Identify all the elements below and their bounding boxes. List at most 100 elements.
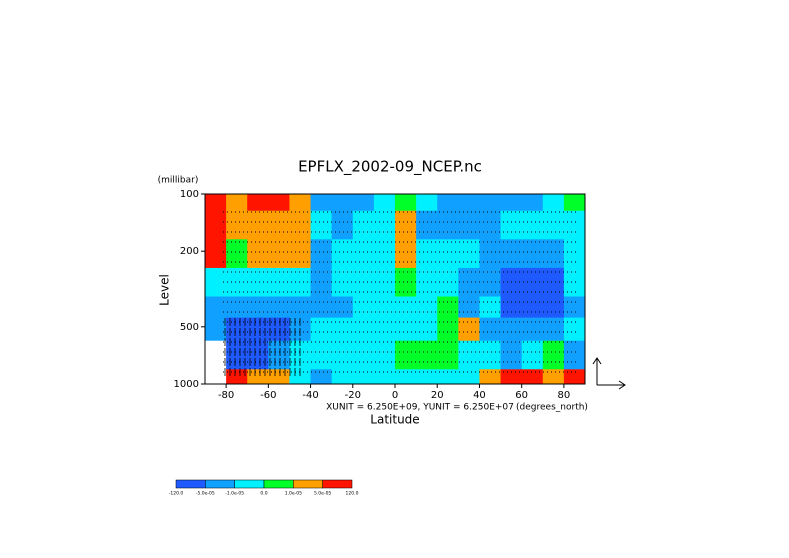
contour-cell (247, 267, 269, 297)
x-tick-label: -20 (345, 390, 361, 401)
contour-cell (373, 239, 396, 269)
annotation: XUNIT = 6.250E+09, YUNIT = 6.250E+07 (326, 403, 514, 413)
contour-cell (226, 340, 248, 370)
contour-cell (479, 194, 501, 212)
y-tick-label: 1000 (174, 379, 199, 390)
contour-cell (247, 296, 269, 318)
contour-cell (289, 210, 311, 240)
colorbar-label: 5.0e-05 (314, 491, 331, 497)
contour-cell (416, 317, 438, 342)
contour-cell (479, 317, 501, 342)
colorbar-box (293, 479, 323, 489)
contour-cell (479, 340, 501, 370)
contour-field (205, 194, 586, 385)
contour-cell (352, 194, 375, 212)
contour-cell (521, 369, 544, 385)
contour-cell (352, 369, 375, 385)
contour-cell (542, 194, 565, 212)
colorbar-box (263, 479, 294, 489)
contour-cell (331, 317, 354, 342)
contour-cell (373, 340, 396, 370)
contour-cell (521, 340, 544, 370)
contour-cell (226, 267, 248, 297)
contour-cell (500, 340, 523, 370)
contour-cell (521, 194, 544, 212)
contour-cell (458, 267, 480, 297)
contour-cell (437, 296, 459, 318)
contour-cell (373, 296, 396, 318)
contour-cell (205, 194, 227, 212)
contour-cell (268, 296, 290, 318)
contour-cell (395, 194, 417, 212)
contour-cell (563, 267, 586, 297)
contour-cell (310, 267, 333, 297)
contour-cell (437, 239, 459, 269)
contour-cell (395, 239, 417, 269)
contour-cell (542, 296, 565, 318)
contour-cell (289, 267, 311, 297)
contour-cell (373, 369, 396, 385)
x-tick-label: -40 (302, 390, 318, 401)
contour-cell (416, 239, 438, 269)
contour-cell (310, 194, 333, 212)
contour-cell (458, 194, 480, 212)
contour-cell (226, 239, 248, 269)
contour-cell (205, 267, 227, 297)
colorbar-box (175, 479, 206, 489)
contour-cell (226, 194, 248, 212)
contour-cell (416, 296, 438, 318)
contour-cell (247, 340, 269, 370)
contour-cell (479, 369, 501, 385)
contour-cell (310, 239, 333, 269)
x-unit: (degrees_north) (516, 403, 588, 413)
contour-cell (437, 194, 459, 212)
colorbar-label: 1.0e-05 (285, 491, 302, 497)
contour-cell (205, 296, 227, 318)
contour-cell (416, 194, 438, 212)
contour-cell (437, 317, 459, 342)
contour-cell (500, 239, 523, 269)
contour-cell (226, 369, 248, 385)
contour-cell (458, 317, 480, 342)
contour-cell (416, 340, 438, 370)
contour-cell (247, 317, 269, 342)
overlay: -80 -60 -40 -20 0 20 40 60 80 100 200 500 1000 (174, 189, 586, 401)
vector-scale (592, 357, 626, 390)
contour-cell (563, 194, 586, 212)
contour-cell (500, 296, 523, 318)
contour-cell (331, 296, 354, 318)
contour-cell (521, 239, 544, 269)
y-tick-label: 200 (180, 246, 199, 257)
contour-cell (268, 239, 290, 269)
x-tick-label: 80 (558, 390, 571, 401)
contour-cell (458, 340, 480, 370)
contour-cell (479, 267, 501, 297)
contour-cell (416, 369, 438, 385)
contour-cell (500, 317, 523, 342)
contour-cell (247, 210, 269, 240)
contour-cell (395, 340, 417, 370)
contour-cell (395, 317, 417, 342)
colorbar-label: 120.0 (346, 491, 359, 497)
colorbar-label: -120.0 (169, 491, 184, 497)
contour-cell (542, 317, 565, 342)
contour-cell (268, 369, 290, 385)
contour-cell (542, 239, 565, 269)
contour-cell (310, 369, 333, 385)
contour-cell (563, 296, 586, 318)
colorbar-label: -5.0e-05 (196, 491, 215, 497)
contour-cell (352, 210, 375, 240)
contour-cell (289, 194, 311, 212)
contour-cell (437, 210, 459, 240)
contour-cell (247, 369, 269, 385)
contour-cell (247, 194, 269, 212)
contour-cell (458, 239, 480, 269)
contour-cell (563, 317, 586, 342)
contour-cell (352, 239, 375, 269)
contour-cell (310, 317, 333, 342)
contour-cell (563, 369, 586, 385)
contour-cell (247, 239, 269, 269)
contour-cell (373, 194, 396, 212)
contour-cell (500, 369, 523, 385)
